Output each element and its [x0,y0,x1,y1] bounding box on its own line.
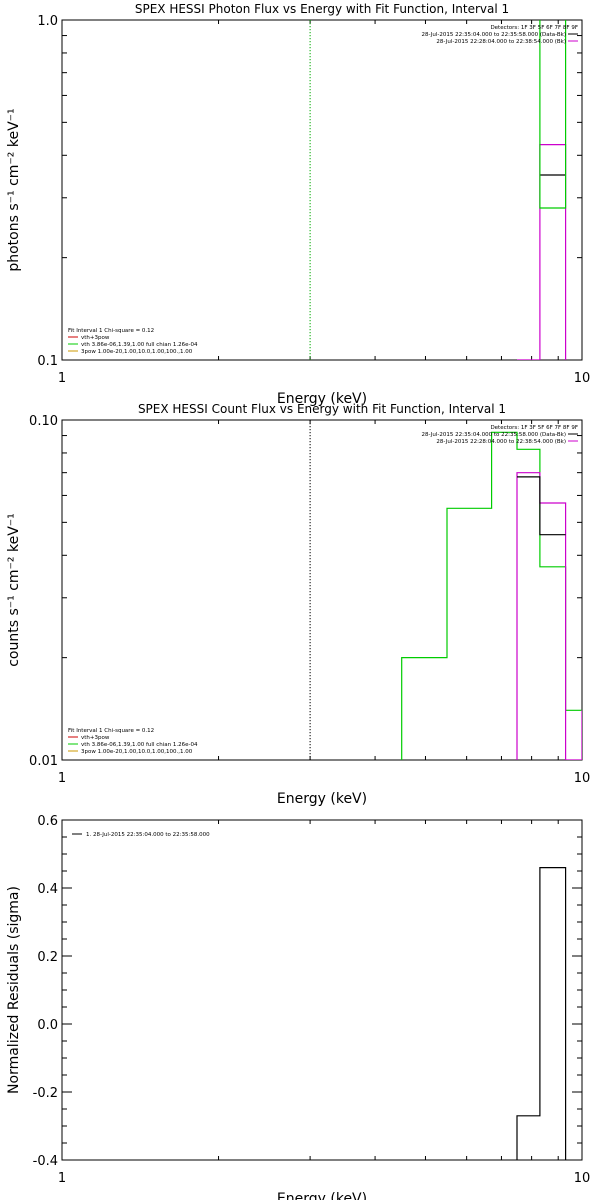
y-tick-label: 1.0 [37,14,58,29]
axes-frame [61,419,583,761]
legend-line: 3pow 1.00e-20,1.00,10.0,1.00,100.,1.00 [81,349,193,355]
y-tick-label: 0.01 [29,754,58,769]
legend-line: 3pow 1.00e-20,1.00,10.0,1.00,100.,1.00 [81,749,193,755]
detector-info-line: 28-Jul-2015 22:28:04.000 to 22:38:54.000… [436,439,566,445]
legend-line: vth 3.86e-06,1.39,1.00 full chian 1.26e-… [81,342,198,348]
y-tick-label: -0.4 [33,1154,58,1169]
series-line-1 [517,144,567,360]
y-tick-label: 0.6 [37,814,58,829]
series-line-1 [516,866,567,1160]
detector-info-line: 28-Jul-2015 22:28:04.000 to 22:38:54.000… [436,39,566,45]
x-tick-label: 10 [574,371,591,386]
y-tick-label: 0.1 [37,354,58,369]
x-axis-label: Energy (keV) [277,1191,367,1200]
y-tick-label: -0.2 [33,1086,58,1101]
x-tick-label: 1 [58,1171,66,1186]
chart-panel-3: 1 10 Energy (keV) -0.4 -0.2 0.0 0.2 0.4 0.6 Norma… [6,814,590,1200]
series-line-2 [516,472,582,760]
x-axis-label: Energy (keV) [277,391,367,407]
legend-line: 1. 28-Jul-2015 22:35:04.000 to 22:35:58.… [86,832,210,838]
plot-area [309,20,567,360]
legend-line: vth 3.86e-06,1.39,1.00 full chian 1.26e-… [81,742,198,748]
x-tick-label: 1 [58,371,66,386]
legend-line: Fit Interval 1 Chi-square = 0.12 [68,328,154,334]
chart-title: SPEX HESSI Photon Flux vs Energy with Fi… [135,2,509,16]
chart-title: SPEX HESSI Count Flux vs Energy with Fit… [138,402,506,416]
axes-frame [61,819,583,1161]
plot-area [516,866,567,1160]
series-line-3 [539,20,567,209]
y-tick-label: 0.10 [29,414,58,429]
legend-line: Fit Interval 1 Chi-square = 0.12 [68,728,154,734]
y-axis-label: counts s⁻¹ cm⁻² keV⁻¹ [6,513,22,667]
y-tick-label: 0.2 [37,950,58,965]
legend-line: vth+3pow [81,335,110,341]
detector-info-line: Detectors: 1F 3F 5F 6F 7F 8F 9F [490,425,578,431]
x-tick-label: 10 [574,1171,591,1186]
series-line-3 [517,476,566,536]
series-line-1 [401,431,582,760]
plot-area [309,420,582,760]
x-tick-label: 10 [574,771,591,786]
y-tick-label: 0.4 [37,882,58,897]
chart-panel-1: SPEX HESSI Photon Flux vs Energy with Fi… [6,2,590,407]
y-tick-label: 0.0 [37,1018,58,1033]
x-tick-label: 1 [58,771,66,786]
chart-panel-2: SPEX HESSI Count Flux vs Energy with Fit… [6,402,590,807]
y-axis-label: photons s⁻¹ cm⁻² keV⁻¹ [6,108,22,271]
legend-line: vth+3pow [81,735,110,741]
detector-info-line: Detectors: 1F 3F 5F 6F 7F 8F 9F [490,25,578,31]
axes-frame [61,19,583,361]
detector-info-line: 28-Jul-2015 22:35:04.000 to 22:35:58.000… [422,32,567,38]
y-axis-label: Normalized Residuals (sigma) [6,886,22,1094]
x-axis-label: Energy (keV) [277,791,367,807]
detector-info-line: 28-Jul-2015 22:35:04.000 to 22:35:58.000… [422,432,567,438]
